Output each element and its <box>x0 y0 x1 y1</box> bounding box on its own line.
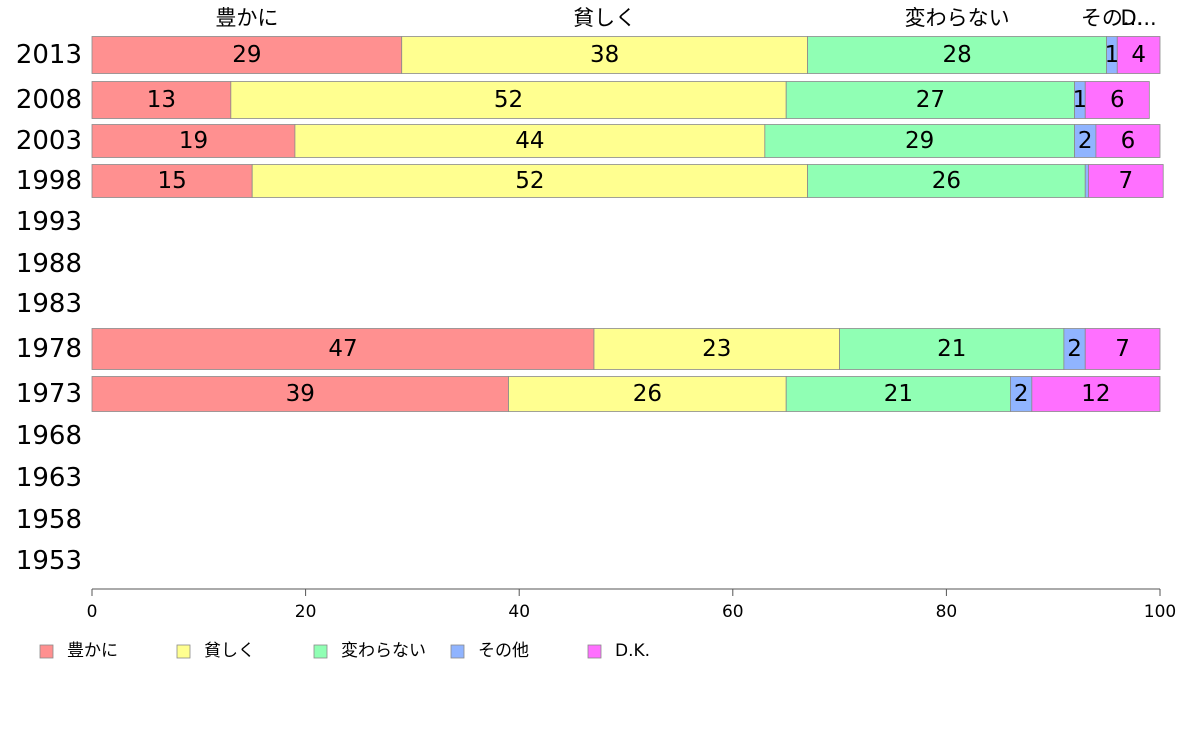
y-tick-label: 1958 <box>16 505 82 535</box>
y-tick-label: 1968 <box>16 421 82 451</box>
y-tick-label: 2008 <box>16 85 82 115</box>
y-tick-label: 1993 <box>16 207 82 237</box>
data-label: 21 <box>937 336 966 362</box>
bar-segment <box>807 164 1086 198</box>
bar-segment <box>785 81 1075 119</box>
bar-segment <box>508 376 787 412</box>
bar-segment <box>251 164 808 198</box>
data-label: 2 <box>1067 336 1082 362</box>
x-tick-label: 20 <box>295 602 317 622</box>
y-tick-label: 2003 <box>16 126 82 156</box>
column-header: 変わらない <box>905 6 1010 30</box>
legend-label: 変わらない <box>341 641 426 661</box>
y-tick-label: 1978 <box>16 334 82 364</box>
legend-swatch <box>313 644 328 659</box>
data-label: 2 <box>1078 128 1093 154</box>
bar-segment <box>1084 81 1150 119</box>
bar-segment <box>91 36 403 74</box>
y-tick-label: 1963 <box>16 463 82 493</box>
data-label: 38 <box>590 42 619 68</box>
bar-segment <box>91 376 509 412</box>
legend-swatch <box>450 644 465 659</box>
y-tick-label: 2013 <box>16 40 82 70</box>
data-label: 1 <box>1073 87 1088 113</box>
data-label: 6 <box>1121 128 1136 154</box>
data-label: 44 <box>515 128 544 154</box>
data-label: 23 <box>702 336 731 362</box>
y-tick-label: 1988 <box>16 249 82 279</box>
data-label: 13 <box>147 87 176 113</box>
bar-segment <box>401 36 808 74</box>
data-label: 47 <box>328 336 357 362</box>
bar-segment <box>91 81 232 119</box>
bar-segment <box>230 81 787 119</box>
column-header: 貧しく <box>573 6 636 30</box>
data-label: 26 <box>932 168 961 194</box>
data-label: 26 <box>633 381 662 407</box>
bar-segment <box>1116 36 1161 74</box>
data-label: 29 <box>905 128 934 154</box>
data-label: 28 <box>942 42 971 68</box>
y-tick-label: 1983 <box>16 289 82 319</box>
data-label: 52 <box>494 87 523 113</box>
bar-segment <box>91 328 595 370</box>
y-tick-label: 1998 <box>16 166 82 196</box>
legend-label: 豊かに <box>67 641 118 661</box>
bar-segment <box>1084 164 1089 198</box>
data-label: 6 <box>1110 87 1125 113</box>
data-label: 29 <box>232 42 261 68</box>
data-label: 4 <box>1131 42 1146 68</box>
x-tick-label: 0 <box>87 602 98 622</box>
legend-label: D.K. <box>615 641 650 661</box>
data-label: 21 <box>884 381 913 407</box>
bar-segment <box>1095 124 1161 158</box>
data-label: 52 <box>515 168 544 194</box>
legend-swatch <box>176 644 191 659</box>
bar-segment <box>807 36 1108 74</box>
bar-segment <box>785 376 1011 412</box>
data-label: 27 <box>916 87 945 113</box>
bar-segment <box>294 124 766 158</box>
y-tick-label: 1953 <box>16 546 82 576</box>
x-tick-label: 40 <box>508 602 530 622</box>
data-label: 12 <box>1081 381 1110 407</box>
bar-segment <box>593 328 841 370</box>
data-label: 7 <box>1119 168 1134 194</box>
bar-segment <box>839 328 1065 370</box>
data-label: 7 <box>1115 336 1130 362</box>
bar-segment <box>1084 328 1161 370</box>
column-header: 豊かに <box>215 6 278 30</box>
data-label: 1 <box>1105 42 1120 68</box>
bar-segment <box>764 124 1075 158</box>
column-header: その... <box>1081 6 1143 30</box>
bar-segment <box>1031 376 1161 412</box>
legend-label: 貧しく <box>204 641 255 661</box>
bar-segment <box>1088 164 1164 198</box>
data-label: 39 <box>286 381 315 407</box>
y-tick-label: 1973 <box>16 379 82 409</box>
x-tick-label: 100 <box>1144 602 1176 622</box>
bar-segment <box>91 164 253 198</box>
data-label: 2 <box>1014 381 1029 407</box>
x-tick-label: 60 <box>722 602 744 622</box>
legend-swatch <box>39 644 54 659</box>
legend-swatch <box>587 644 602 659</box>
data-label: 15 <box>157 168 186 194</box>
column-header: D... <box>1121 6 1157 30</box>
x-tick-label: 80 <box>936 602 958 622</box>
data-label: 19 <box>179 128 208 154</box>
legend-label: その他 <box>478 641 529 661</box>
